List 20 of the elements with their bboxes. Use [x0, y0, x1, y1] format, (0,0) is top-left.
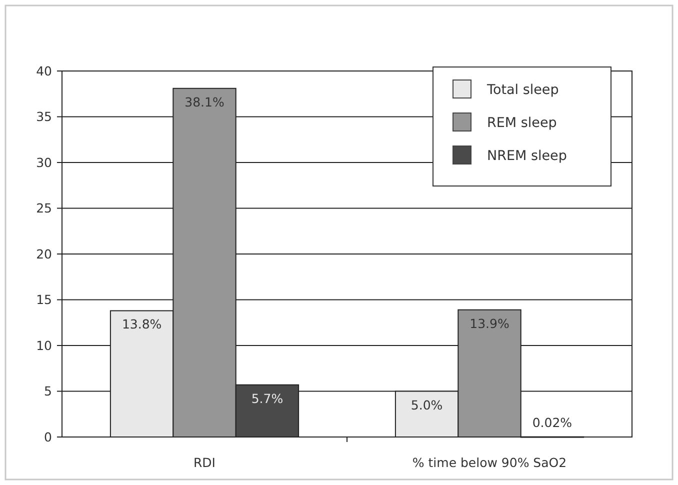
legend-label: Total sleep [486, 82, 559, 98]
data-label: 0.02% [532, 414, 572, 430]
y-tick-label: 5 [44, 384, 52, 399]
legend-label: NREM sleep [487, 148, 567, 164]
y-tick-label: 20 [36, 246, 52, 262]
y-tick-label: 40 [36, 63, 52, 78]
data-label: 38.1% [184, 94, 224, 110]
y-tick-label: 10 [36, 338, 52, 353]
x-tick-label: RDI [194, 455, 216, 470]
y-tick-label: 30 [36, 154, 52, 170]
data-label: 5.0% [410, 397, 443, 412]
y-tick-label: 25 [36, 200, 52, 216]
y-tick-label: 35 [36, 109, 52, 124]
y-tick-label: 15 [36, 292, 52, 308]
data-label: 13.9% [470, 316, 510, 331]
y-tick-label: 0 [44, 429, 52, 444]
data-label: 13.8% [122, 316, 162, 332]
data-label: 5.7% [251, 390, 284, 406]
legend-label: REM sleep [487, 115, 557, 131]
x-tick-label: % time below 90% SaO2 [412, 455, 567, 470]
